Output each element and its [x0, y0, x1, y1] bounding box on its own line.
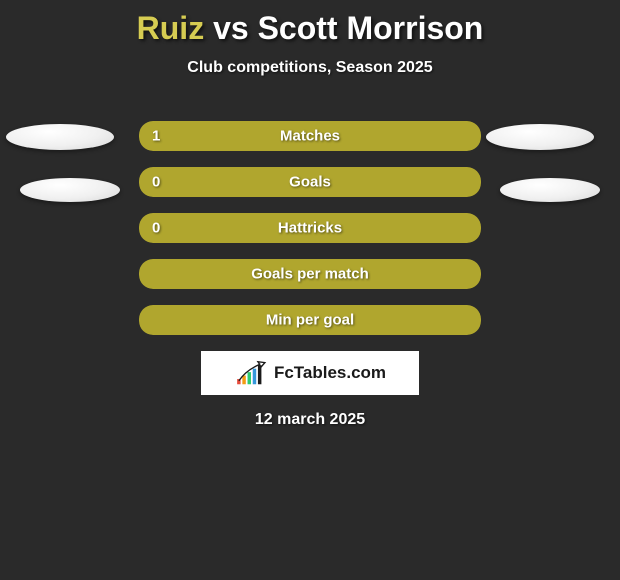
logo-panel: FcTables.com: [201, 351, 419, 395]
player-2-name: Scott Morrison: [258, 10, 484, 46]
stat-value-left: 0: [152, 220, 160, 237]
bar-label: Min per goal: [266, 312, 354, 329]
vs-text: vs: [213, 10, 249, 46]
stat-rows: Matches 1 Goals 0 Hattricks 0 Goals per match M…: [0, 121, 620, 335]
side-ellipse: [500, 178, 600, 202]
stat-value-left: 1: [152, 128, 160, 145]
bar-track: Hattricks: [139, 213, 481, 243]
stat-row: Hattricks 0: [0, 213, 620, 243]
bar-track: Matches: [139, 121, 481, 151]
subtitle: Club competitions, Season 2025: [0, 59, 620, 77]
side-ellipse: [6, 124, 114, 150]
fctables-logo-icon: [234, 360, 268, 386]
bar-label: Hattricks: [278, 220, 342, 237]
stat-value-left: 0: [152, 174, 160, 191]
stat-row: Goals per match: [0, 259, 620, 289]
date-text: 12 march 2025: [0, 411, 620, 429]
logo-text: FcTables.com: [274, 363, 386, 383]
bar-label: Matches: [280, 128, 340, 145]
player-1-name: Ruiz: [137, 10, 205, 46]
comparison-title: Ruiz vs Scott Morrison: [0, 0, 620, 47]
bar-track: Min per goal: [139, 305, 481, 335]
side-ellipse: [486, 124, 594, 150]
bar-label: Goals per match: [251, 266, 369, 283]
side-ellipse: [20, 178, 120, 202]
stat-row: Min per goal: [0, 305, 620, 335]
bar-track: Goals per match: [139, 259, 481, 289]
bar-label: Goals: [289, 174, 331, 191]
bar-track: Goals: [139, 167, 481, 197]
